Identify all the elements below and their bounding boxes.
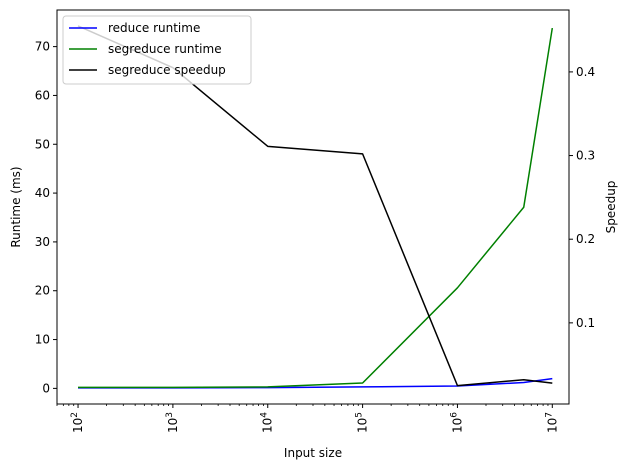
x-tick-label: 104 bbox=[260, 412, 275, 433]
y-left-tick-label: 30 bbox=[35, 235, 50, 249]
series-line-segreduce-runtime bbox=[78, 27, 554, 389]
y-left-axis-label: Runtime (ms) bbox=[9, 166, 23, 247]
y-left-tick-label: 20 bbox=[35, 284, 50, 298]
x-axis-label: Input size bbox=[284, 446, 342, 460]
x-tick-label: 106 bbox=[449, 412, 464, 433]
y-left-tick-label: 40 bbox=[35, 186, 50, 200]
y-left-tick-label: 10 bbox=[35, 333, 50, 347]
legend-label-segreduce-speedup: segreduce speedup bbox=[108, 63, 226, 77]
legend-frame bbox=[62, 15, 252, 85]
y-right-tick-label: 0.4 bbox=[576, 65, 595, 79]
y-right-tick-label: 0.2 bbox=[576, 232, 595, 246]
x-tick-label: 102 bbox=[70, 412, 85, 433]
y-right-tick-label: 0.3 bbox=[576, 149, 595, 163]
x-tick-label: 105 bbox=[355, 412, 370, 433]
y-left-tick-label: 70 bbox=[35, 40, 50, 54]
y-left-tick-label: 60 bbox=[35, 88, 50, 102]
y-right-tick-label: 0.1 bbox=[576, 316, 595, 330]
y-left-axis-ticks: 0 10 20 30 40 50 60 70 bbox=[35, 40, 57, 395]
legend: reduce runtime segreduce runtime segredu… bbox=[62, 15, 252, 85]
x-tick-label: 107 bbox=[544, 412, 559, 433]
legend-label-reduce-runtime: reduce runtime bbox=[108, 21, 200, 35]
y-right-axis-label: Speedup bbox=[604, 181, 618, 234]
y-right-axis-ticks: 0.1 0.2 0.3 0.4 bbox=[569, 65, 595, 330]
x-tick-label: 103 bbox=[165, 412, 180, 433]
x-axis-ticks: 102 103 104 105 106 107 bbox=[56, 404, 559, 433]
y-left-tick-label: 0 bbox=[42, 381, 50, 395]
y-left-tick-label: 50 bbox=[35, 137, 50, 151]
legend-label-segreduce-runtime: segreduce runtime bbox=[108, 42, 222, 56]
